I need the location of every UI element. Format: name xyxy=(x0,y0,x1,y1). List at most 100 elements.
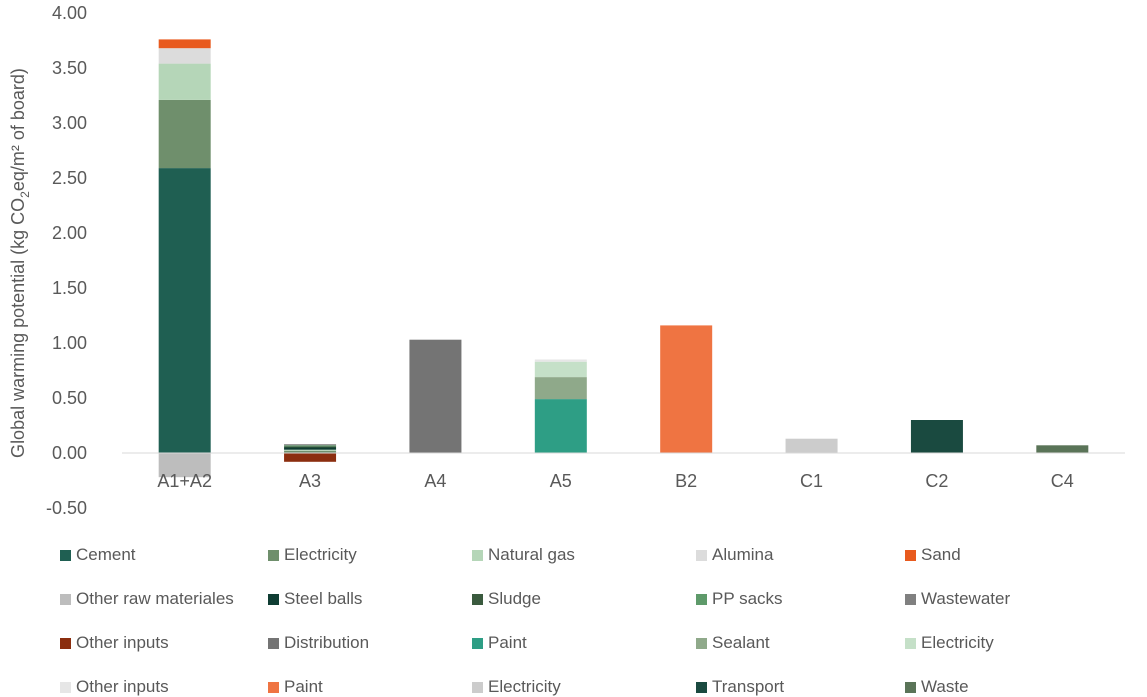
legend-label: Sealant xyxy=(712,633,770,652)
legend-item: Sand xyxy=(905,545,961,565)
legend-item: Electricity xyxy=(905,633,994,653)
legend-item: Sludge xyxy=(472,589,541,609)
bars xyxy=(158,39,1089,478)
legend-label: Electricity xyxy=(921,633,994,652)
legend-label: Natural gas xyxy=(488,545,575,564)
y-axis-label-pre: Global warming potential (kg CO xyxy=(8,198,28,458)
legend-swatch xyxy=(60,593,71,605)
y-axis-ticks: 4.00 3.50 3.00 2.50 2.00 1.50 1.00 0.50 0.00 -0.5… xyxy=(46,3,87,518)
bar-segment xyxy=(284,450,337,453)
legend-swatch xyxy=(905,681,916,693)
legend-label: Paint xyxy=(284,677,323,696)
bar-segment xyxy=(534,361,587,378)
legend-swatch xyxy=(268,549,279,561)
legend-item: Distribution xyxy=(268,633,369,653)
legend-label: Steel balls xyxy=(284,589,363,608)
legend-swatch xyxy=(905,637,916,649)
legend-item: Other raw materiales xyxy=(60,589,234,609)
x-tick-label: C1 xyxy=(800,471,823,491)
legend-item: PP sacks xyxy=(696,589,783,609)
bar-segment xyxy=(534,399,587,453)
legend-swatch xyxy=(60,681,71,693)
legend-label: Alumina xyxy=(712,545,774,564)
legend-swatch xyxy=(472,549,483,561)
legend-label: Distribution xyxy=(284,633,370,652)
legend-label: Other inputs xyxy=(76,677,169,696)
bar-segment xyxy=(158,63,211,100)
legend-swatch xyxy=(60,637,71,649)
legend-item: Other inputs xyxy=(60,633,169,653)
legend-item: Steel balls xyxy=(268,589,362,609)
legend-swatch xyxy=(696,549,707,561)
y-tick-label: 4.00 xyxy=(52,3,87,23)
bar-segment xyxy=(158,453,211,478)
legend-item: Electricity xyxy=(472,677,561,697)
legend-swatch xyxy=(696,637,707,649)
legend-label: Other inputs xyxy=(76,633,169,652)
bar-segment xyxy=(1036,445,1089,453)
legend-swatch xyxy=(268,593,279,605)
bar-segment xyxy=(284,449,337,451)
legend-swatch xyxy=(905,549,916,561)
bar-segment xyxy=(158,168,211,453)
bar-segment xyxy=(409,339,462,453)
x-tick-label: C4 xyxy=(1051,471,1074,491)
y-axis-label-sub: 2 xyxy=(18,191,32,198)
legend-swatch xyxy=(472,681,483,693)
legend-swatch xyxy=(905,593,916,605)
bar-segment xyxy=(785,438,838,453)
legend-label: Transport xyxy=(712,677,785,696)
legend-label: Paint xyxy=(488,633,527,652)
legend-label: Waste xyxy=(921,677,969,696)
legend-item: Natural gas xyxy=(472,545,575,565)
legend-item: Sealant xyxy=(696,633,770,653)
legend-swatch xyxy=(696,681,707,693)
legend-swatch xyxy=(472,637,483,649)
legend-label: Wastewater xyxy=(921,589,1011,608)
legend-label: Sand xyxy=(921,545,961,564)
legend-item: Transport xyxy=(696,677,784,697)
x-axis-ticks: A1+A2 A3 A4 A5 B2 C1 C2 C4 xyxy=(157,471,1073,491)
legend-item: Paint xyxy=(268,677,323,697)
bar-segment xyxy=(284,446,337,448)
legend-item: Alumina xyxy=(696,545,773,565)
y-tick-label: 1.50 xyxy=(52,278,87,298)
bar-segment xyxy=(284,445,337,447)
bar-segment xyxy=(158,99,211,169)
y-tick-label: 2.50 xyxy=(52,168,87,188)
legend-item: Paint xyxy=(472,633,527,653)
bar-segment xyxy=(660,325,713,453)
legend-swatch xyxy=(472,593,483,605)
legend-label: Electricity xyxy=(488,677,561,696)
chart: Global warming potential (kg CO2eq/m² of… xyxy=(8,3,1125,518)
x-tick-label: C2 xyxy=(925,471,948,491)
legend-swatch xyxy=(60,549,71,561)
legend-swatch xyxy=(268,681,279,693)
y-tick-label: 3.50 xyxy=(52,58,87,78)
y-tick-label: 0.00 xyxy=(52,443,87,463)
legend-label: PP sacks xyxy=(712,589,783,608)
bar-segment xyxy=(534,377,587,400)
legend-label: Electricity xyxy=(284,545,357,564)
x-tick-label: A3 xyxy=(299,471,321,491)
bar-segment xyxy=(284,444,337,446)
y-tick-label: 3.00 xyxy=(52,113,87,133)
y-tick-label: 0.50 xyxy=(52,388,87,408)
bar-segment xyxy=(910,420,963,453)
bar-segment xyxy=(158,48,211,64)
y-axis-label-post: eq/m² of board) xyxy=(8,68,28,191)
y-tick-label: -0.50 xyxy=(46,498,87,518)
bar-segment xyxy=(534,359,587,362)
legend-item: Other inputs xyxy=(60,677,169,697)
bar-segment xyxy=(284,453,337,462)
legend-item: Cement xyxy=(60,545,136,565)
y-axis-label-text: Global warming potential (kg CO2eq/m² of… xyxy=(8,68,32,458)
bar-segment xyxy=(284,447,337,450)
legend-item: Electricity xyxy=(268,545,357,565)
legend-label: Other raw materiales xyxy=(76,589,234,608)
legend-swatch xyxy=(696,593,707,605)
legend-label: Cement xyxy=(76,545,136,564)
y-axis-label: Global warming potential (kg CO2eq/m² of… xyxy=(8,68,32,458)
legend-item: Waste xyxy=(905,677,969,697)
legend-item: Wastewater xyxy=(905,589,1010,609)
